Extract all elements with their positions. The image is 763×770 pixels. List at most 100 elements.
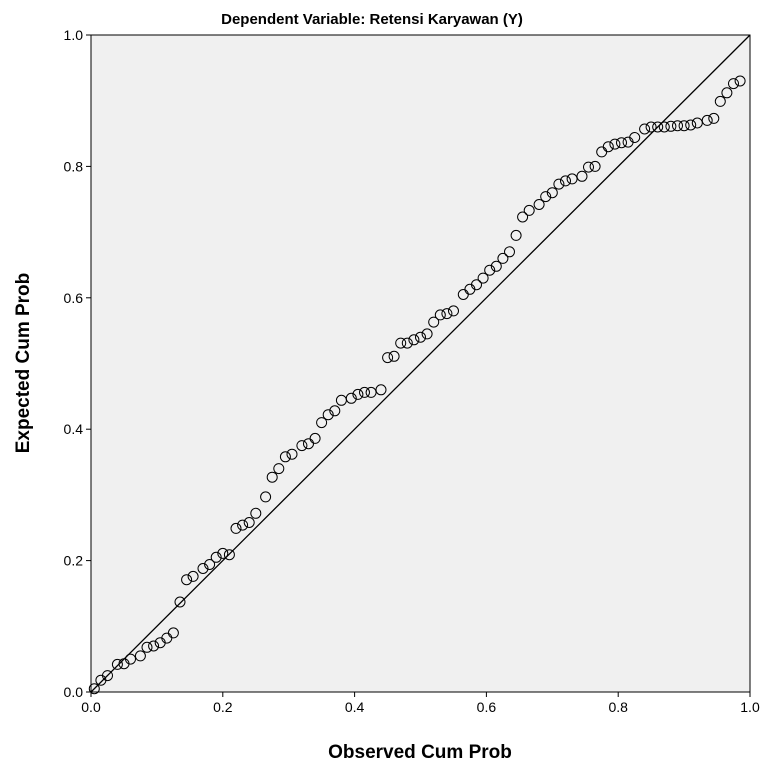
data-point <box>441 308 453 320</box>
x-tick-label: 1.0 <box>740 699 760 715</box>
data-point <box>583 161 594 173</box>
data-point <box>266 471 278 483</box>
data-point <box>484 264 496 276</box>
y-tick-label: 0.8 <box>64 158 84 174</box>
y-tick-label: 0.4 <box>64 421 84 437</box>
data-point <box>721 87 733 99</box>
data-point <box>629 132 641 143</box>
data-point <box>616 137 627 149</box>
x-tick-label: 0.0 <box>81 699 101 715</box>
data-point <box>701 114 713 126</box>
data-point <box>352 388 364 400</box>
data-point <box>428 316 440 328</box>
data-point <box>553 178 565 190</box>
data-point <box>652 121 664 133</box>
data-point <box>589 160 601 172</box>
data-point <box>504 246 515 258</box>
data-point <box>401 337 413 349</box>
data-point <box>533 199 545 210</box>
data-point <box>678 120 690 132</box>
data-point <box>691 117 703 129</box>
x-tick-label: 0.6 <box>477 699 497 715</box>
data-point <box>609 138 621 150</box>
data-point <box>408 334 420 346</box>
data-point <box>217 547 229 559</box>
y-tick-label: 1.0 <box>64 27 84 43</box>
y-tick-label: 0.0 <box>64 684 84 700</box>
reference-line-group <box>90 34 751 693</box>
data-point <box>125 653 136 665</box>
chart-title: Dependent Variable: Retensi Karyawan (Y) <box>221 11 523 28</box>
data-point <box>111 658 123 670</box>
y-axis-label: Expected Cum Prob <box>13 273 34 454</box>
data-point <box>576 170 588 182</box>
data-point <box>490 260 502 272</box>
data-point <box>223 549 235 561</box>
data-point <box>728 78 739 90</box>
data-point <box>388 350 400 362</box>
data-point <box>260 491 272 503</box>
data-point <box>471 279 482 291</box>
data-point <box>375 384 387 396</box>
data-point <box>658 121 670 133</box>
x-tick-label: 0.4 <box>345 699 365 715</box>
data-point <box>523 204 535 216</box>
data-point <box>708 112 720 124</box>
data-point <box>322 409 334 421</box>
data-point <box>279 451 291 463</box>
data-point <box>141 641 153 653</box>
data-point <box>296 440 308 452</box>
data-point <box>477 272 489 284</box>
data-point <box>602 141 614 153</box>
data-point <box>734 75 746 87</box>
data-point <box>540 191 552 203</box>
data-point <box>102 670 113 682</box>
data-point <box>329 405 341 417</box>
data-point <box>560 175 571 187</box>
data-point <box>243 517 255 528</box>
data-point <box>273 463 285 475</box>
data-point <box>421 328 433 340</box>
data-point <box>230 522 242 534</box>
data-point <box>665 120 677 132</box>
data-point <box>517 211 529 223</box>
data-point <box>497 252 509 264</box>
data-point <box>645 121 657 133</box>
data-point <box>250 507 262 519</box>
data-point <box>345 392 357 404</box>
data-point <box>546 187 558 199</box>
y-tick-label: 0.2 <box>64 553 84 569</box>
data-points <box>88 75 746 695</box>
data-point <box>316 417 328 429</box>
data-point <box>714 95 726 107</box>
x-axis-ticks: 0.0 0.2 0.4 0.6 0.8 1.0 <box>81 692 760 715</box>
data-point <box>286 448 298 460</box>
data-point <box>510 229 522 241</box>
data-point <box>88 683 100 695</box>
data-point <box>309 432 321 444</box>
data-point <box>395 337 407 349</box>
data-point <box>639 123 651 135</box>
x-tick-label: 0.8 <box>608 699 628 715</box>
data-point <box>237 519 249 531</box>
data-point <box>187 570 199 582</box>
data-point <box>359 386 370 398</box>
data-point <box>174 596 186 608</box>
y-axis-ticks: 0.0 0.2 0.4 0.6 0.8 1.0 <box>64 27 91 700</box>
data-point <box>434 309 446 321</box>
data-point <box>448 305 459 317</box>
data-point <box>415 331 426 343</box>
data-point <box>685 119 697 131</box>
data-point <box>167 627 179 639</box>
data-point <box>181 574 193 586</box>
data-point <box>210 551 222 563</box>
data-point <box>303 438 314 450</box>
reference-line <box>90 34 751 693</box>
data-point <box>148 640 160 652</box>
y-tick-label: 0.6 <box>64 290 84 306</box>
data-point <box>672 120 683 132</box>
data-point <box>197 563 209 574</box>
data-point <box>365 386 377 398</box>
data-point <box>204 559 216 570</box>
